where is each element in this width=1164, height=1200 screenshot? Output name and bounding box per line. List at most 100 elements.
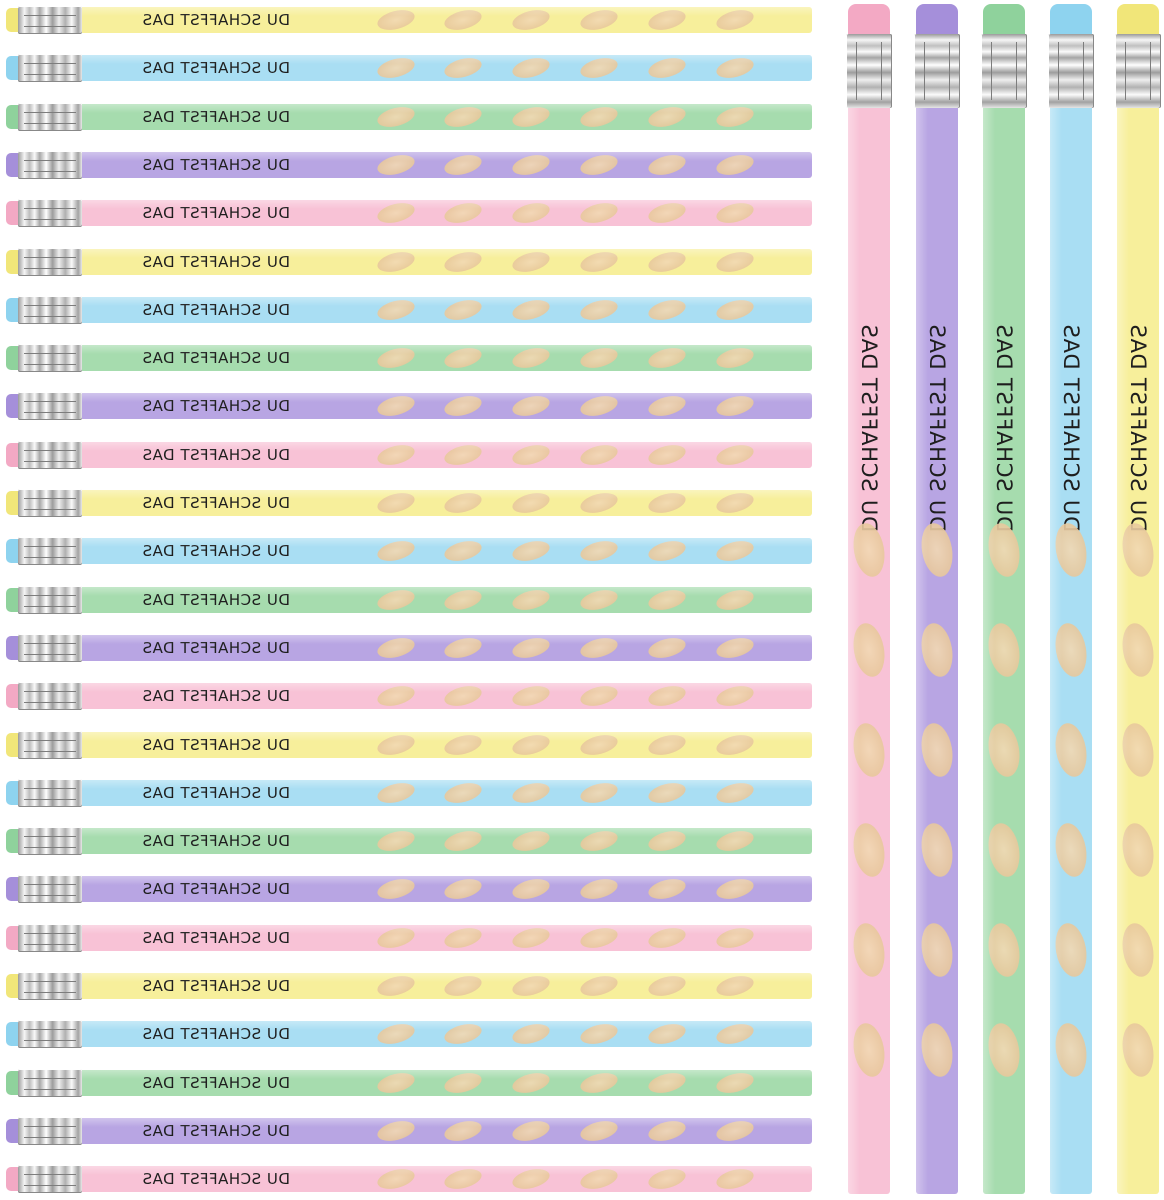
grip-dot-icon — [646, 1166, 688, 1192]
pencil-imprint-text: DU SCHAFFST DAS — [142, 687, 290, 705]
metal-ferrule-icon — [18, 634, 82, 662]
grip-dot-icon — [510, 200, 552, 226]
pencil-imprint-text: DU SCHAFFST DAS — [142, 591, 290, 609]
grip-dot-icon — [646, 7, 688, 33]
grip-dot-icon — [442, 587, 484, 613]
grip-dot-icon — [510, 876, 552, 902]
grip-dot-icon — [578, 1021, 620, 1047]
grip-dot-icon — [442, 1118, 484, 1144]
horizontal-pencil-purple: DU SCHAFFST DAS — [6, 392, 812, 420]
grip-dot-icon — [578, 345, 620, 371]
pencil-imprint-text: DU SCHAFFST DAS — [925, 323, 949, 533]
metal-ferrule-icon — [18, 103, 82, 131]
grip-dot-icon — [442, 732, 484, 758]
pencil-barrel: DU SCHAFFST DAS — [82, 55, 812, 81]
metal-ferrule-icon — [18, 296, 82, 324]
grip-dot-icon — [714, 1021, 756, 1047]
grip-dot-icon — [442, 876, 484, 902]
pencil-barrel: DU SCHAFFST DAS — [82, 200, 812, 226]
grip-dot-icon — [714, 442, 756, 468]
horizontal-pencil-green: DU SCHAFFST DAS — [6, 1069, 812, 1097]
horizontal-pencil-yellow: DU SCHAFFST DAS — [6, 6, 812, 34]
eraser — [6, 491, 20, 515]
grip-dot-icon — [510, 249, 552, 275]
pencil-imprint-text: DU SCHAFFST DAS — [857, 323, 881, 533]
horizontal-pencil-purple: DU SCHAFFST DAS — [6, 151, 812, 179]
horizontal-pencil-blue: DU SCHAFFST DAS — [6, 296, 812, 324]
grip-dot-icon — [646, 152, 688, 178]
grip-dot-icon — [714, 683, 756, 709]
pencil-imprint-text: DU SCHAFFST DAS — [142, 108, 290, 126]
grip-dot-icon — [375, 1166, 417, 1192]
grip-dot-icon — [578, 876, 620, 902]
pencil-imprint-text: DU SCHAFFST DAS — [142, 156, 290, 174]
vertical-pencil-purple: DU SCHAFFST DAS — [914, 4, 960, 1194]
grip-dot-icon — [1118, 820, 1158, 880]
pencil-imprint-text: DU SCHAFFST DAS — [142, 446, 290, 464]
grip-dot-icon — [442, 490, 484, 516]
grip-dot-icon — [578, 587, 620, 613]
grip-dot-icon — [849, 920, 889, 980]
metal-ferrule-icon — [18, 489, 82, 517]
eraser — [6, 105, 20, 129]
horizontal-pencil-blue: DU SCHAFFST DAS — [6, 54, 812, 82]
grip-dot-icon — [510, 780, 552, 806]
grip-dot-icon — [375, 490, 417, 516]
pencil-barrel: DU SCHAFFST DAS — [82, 973, 812, 999]
metal-ferrule-icon — [914, 34, 960, 108]
eraser — [6, 1119, 20, 1143]
eraser — [6, 298, 20, 322]
grip-dot-icon — [917, 1020, 957, 1080]
grip-dot-icon — [1051, 720, 1091, 780]
metal-ferrule-icon — [18, 1117, 82, 1145]
grip-dot-icon — [917, 920, 957, 980]
horizontal-pencil-yellow: DU SCHAFFST DAS — [6, 972, 812, 1000]
pencil-imprint-text: DU SCHAFFST DAS — [142, 253, 290, 271]
grip-dot-icon — [646, 587, 688, 613]
pencil-barrel: DU SCHAFFST DAS — [82, 587, 812, 613]
pencil-imprint-text: DU SCHAFFST DAS — [992, 323, 1016, 533]
pencil-barrel: DU SCHAFFST DAS — [82, 490, 812, 516]
grip-dot-icon — [984, 620, 1024, 680]
pencil-barrel: DU SCHAFFST DAS — [82, 297, 812, 323]
grip-dot-icon — [1051, 1020, 1091, 1080]
grip-dot-icon — [1051, 920, 1091, 980]
pencil-imprint-text: DU SCHAFFST DAS — [142, 349, 290, 367]
eraser — [6, 153, 20, 177]
pencil-barrel: DU SCHAFFST DAS — [916, 108, 958, 1194]
grip-dot-icon — [375, 925, 417, 951]
eraser — [6, 250, 20, 274]
grip-dot-icon — [714, 152, 756, 178]
grip-dot-icon — [510, 1021, 552, 1047]
pencil-barrel: DU SCHAFFST DAS — [1050, 108, 1092, 1194]
grip-dot-icon — [578, 925, 620, 951]
grip-dot-icon — [510, 55, 552, 81]
horizontal-pencil-blue: DU SCHAFFST DAS — [6, 779, 812, 807]
grip-dot-icon — [442, 7, 484, 33]
grip-dot-icon — [578, 152, 620, 178]
grip-dot-icon — [578, 683, 620, 709]
metal-ferrule-icon — [18, 199, 82, 227]
grip-dot-icon — [442, 345, 484, 371]
grip-dot-icon — [375, 104, 417, 130]
grip-dot-icon — [1051, 820, 1091, 880]
pencil-imprint-text: DU SCHAFFST DAS — [142, 1170, 290, 1188]
grip-dot-icon — [578, 297, 620, 323]
grip-dot-icon — [714, 780, 756, 806]
grip-dot-icon — [375, 732, 417, 758]
grip-dot-icon — [510, 587, 552, 613]
grip-dot-icon — [646, 732, 688, 758]
grip-dot-icon — [714, 973, 756, 999]
grip-dot-icon — [375, 1070, 417, 1096]
grip-dot-icon — [714, 1118, 756, 1144]
horizontal-pencil-pink: DU SCHAFFST DAS — [6, 1165, 812, 1193]
eraser — [6, 1167, 20, 1191]
eraser — [6, 56, 20, 80]
horizontal-pencil-purple: DU SCHAFFST DAS — [6, 875, 812, 903]
horizontal-pencil-green: DU SCHAFFST DAS — [6, 344, 812, 372]
grip-dot-icon — [375, 828, 417, 854]
pencil-barrel: DU SCHAFFST DAS — [82, 876, 812, 902]
grip-dot-icon — [375, 297, 417, 323]
pencil-barrel: DU SCHAFFST DAS — [82, 683, 812, 709]
grip-dot-icon — [646, 200, 688, 226]
